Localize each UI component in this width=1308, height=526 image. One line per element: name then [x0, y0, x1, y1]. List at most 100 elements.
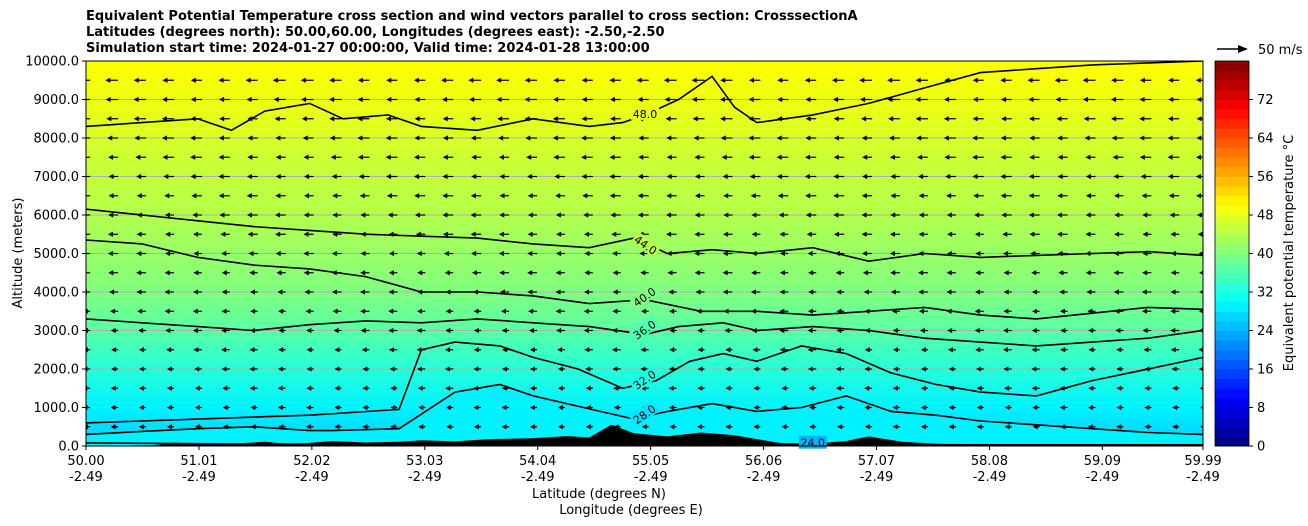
wind-arrowhead: [1085, 250, 1091, 257]
wind-arrowhead: [164, 289, 170, 295]
wind-arrowhead: [359, 193, 365, 199]
wind-arrowhead: [555, 308, 561, 314]
wind-arrowhead: [1116, 424, 1122, 430]
wind-arrowhead: [1028, 173, 1034, 180]
wind-arrowhead: [473, 424, 479, 430]
wind-arrowhead: [1144, 385, 1150, 391]
wind-arrowhead: [443, 250, 449, 257]
wind-arrowhead: [1113, 289, 1119, 295]
wind-arrowhead: [1028, 96, 1034, 103]
wind-arrowhead: [525, 135, 531, 141]
wind-arrowhead: [473, 404, 479, 411]
wind-arrowhead: [306, 404, 312, 411]
wind-arrowhead: [136, 231, 142, 237]
wind-arrowhead: [725, 424, 731, 430]
wind-arrowhead: [191, 193, 197, 199]
wind-arrowhead: [303, 154, 309, 160]
wind-arrowhead: [388, 270, 394, 276]
wind-arrowhead: [668, 385, 674, 391]
wind-arrowhead: [1172, 385, 1178, 391]
wind-arrowhead: [529, 327, 535, 334]
wind-arrowhead: [723, 308, 729, 314]
wind-arrowhead: [1000, 154, 1006, 160]
y-tick-label: 8000.0: [34, 132, 80, 147]
wind-arrowhead: [833, 135, 839, 141]
wind-arrowhead: [860, 96, 866, 103]
wind-arrowhead: [275, 173, 281, 180]
wind-arrowhead: [192, 327, 198, 334]
x-tick-label-lat: 56.06: [745, 454, 782, 469]
wind-arrowhead: [666, 193, 672, 199]
wind-arrowhead: [805, 96, 811, 103]
wind-arrowhead: [527, 173, 533, 180]
wind-arrowhead: [638, 154, 644, 160]
wind-arrowhead: [334, 347, 340, 353]
wind-arrowhead: [1000, 135, 1006, 141]
wind-arrowhead: [582, 193, 588, 199]
wind-arrowhead: [1114, 231, 1120, 237]
wind-arrowhead: [889, 250, 895, 257]
wind-arrowhead: [303, 270, 309, 276]
wind-arrowhead: [748, 116, 754, 122]
wind-arrowhead: [832, 77, 838, 83]
wind-arrowhead: [442, 116, 448, 122]
wind-arrowhead: [473, 327, 479, 334]
wind-arrowhead: [246, 96, 252, 103]
wind-arrowhead: [133, 77, 139, 83]
wind-arrowhead: [613, 404, 619, 411]
y-tick-label: 10000.0: [25, 55, 79, 70]
colorbar: 0 8 16 24 32 40 48 56 64 72: [1214, 60, 1274, 455]
wind-arrowhead: [669, 347, 675, 353]
wind-arrowhead: [666, 154, 672, 160]
wind-arrowhead: [864, 385, 870, 391]
wind-arrowhead: [164, 270, 170, 276]
wind-arrowhead: [136, 212, 142, 218]
wind-arrowhead: [915, 77, 921, 83]
wind-arrowhead: [529, 404, 535, 411]
wind-arrowhead: [778, 212, 784, 218]
wind-arrowhead: [529, 347, 535, 353]
wind-arrowhead: [1170, 231, 1176, 237]
wind-arrowhead: [918, 231, 924, 237]
wind-arrowhead: [808, 385, 814, 391]
wind-arrowhead: [1056, 116, 1062, 122]
wind-arrowhead: [721, 154, 727, 160]
x-tick-label-lat: 58.08: [971, 454, 1008, 469]
wind-arrowhead: [836, 289, 842, 295]
wind-arrowhead: [1116, 366, 1122, 372]
wind-arrowhead: [362, 385, 368, 391]
colorbar-tick-label: 0: [1257, 440, 1265, 455]
wind-arrowhead: [502, 366, 508, 372]
wind-arrowhead: [836, 347, 842, 353]
wind-arrowhead: [1111, 135, 1117, 141]
wind-arrowhead: [250, 424, 256, 430]
wind-arrowhead: [920, 347, 926, 353]
wind-arrowhead: [920, 404, 926, 411]
wind-arrowhead: [1142, 270, 1148, 276]
wind-arrowhead: [976, 366, 982, 372]
wind-arrowhead: [666, 173, 672, 180]
wind-arrowhead: [1167, 116, 1173, 122]
wind-arrowhead: [1001, 116, 1007, 122]
wind-arrowhead: [696, 308, 702, 314]
wind-arrowhead: [1085, 231, 1091, 237]
wind-arrowhead: [414, 135, 420, 141]
wind-arrowhead: [975, 289, 981, 295]
wind-arrowhead: [387, 212, 393, 218]
colorbar-band: [1215, 292, 1249, 303]
wind-arrowhead: [277, 289, 283, 295]
wind-arrowhead: [275, 154, 281, 160]
wind-arrowhead: [329, 116, 335, 122]
wind-arrowhead: [501, 385, 507, 391]
wind-arrowhead: [893, 347, 899, 353]
wind-arrowhead: [500, 289, 506, 295]
colorbar-band: [1215, 80, 1249, 91]
wind-arrowhead: [304, 193, 310, 199]
wind-arrowhead: [779, 250, 785, 257]
contour-label-bg: [629, 315, 660, 343]
colorbar-band: [1215, 397, 1249, 408]
wind-arrowhead: [555, 289, 561, 295]
wind-arrowhead: [691, 77, 697, 83]
wind-arrowhead: [835, 366, 841, 372]
wind-arrowhead: [333, 327, 339, 334]
